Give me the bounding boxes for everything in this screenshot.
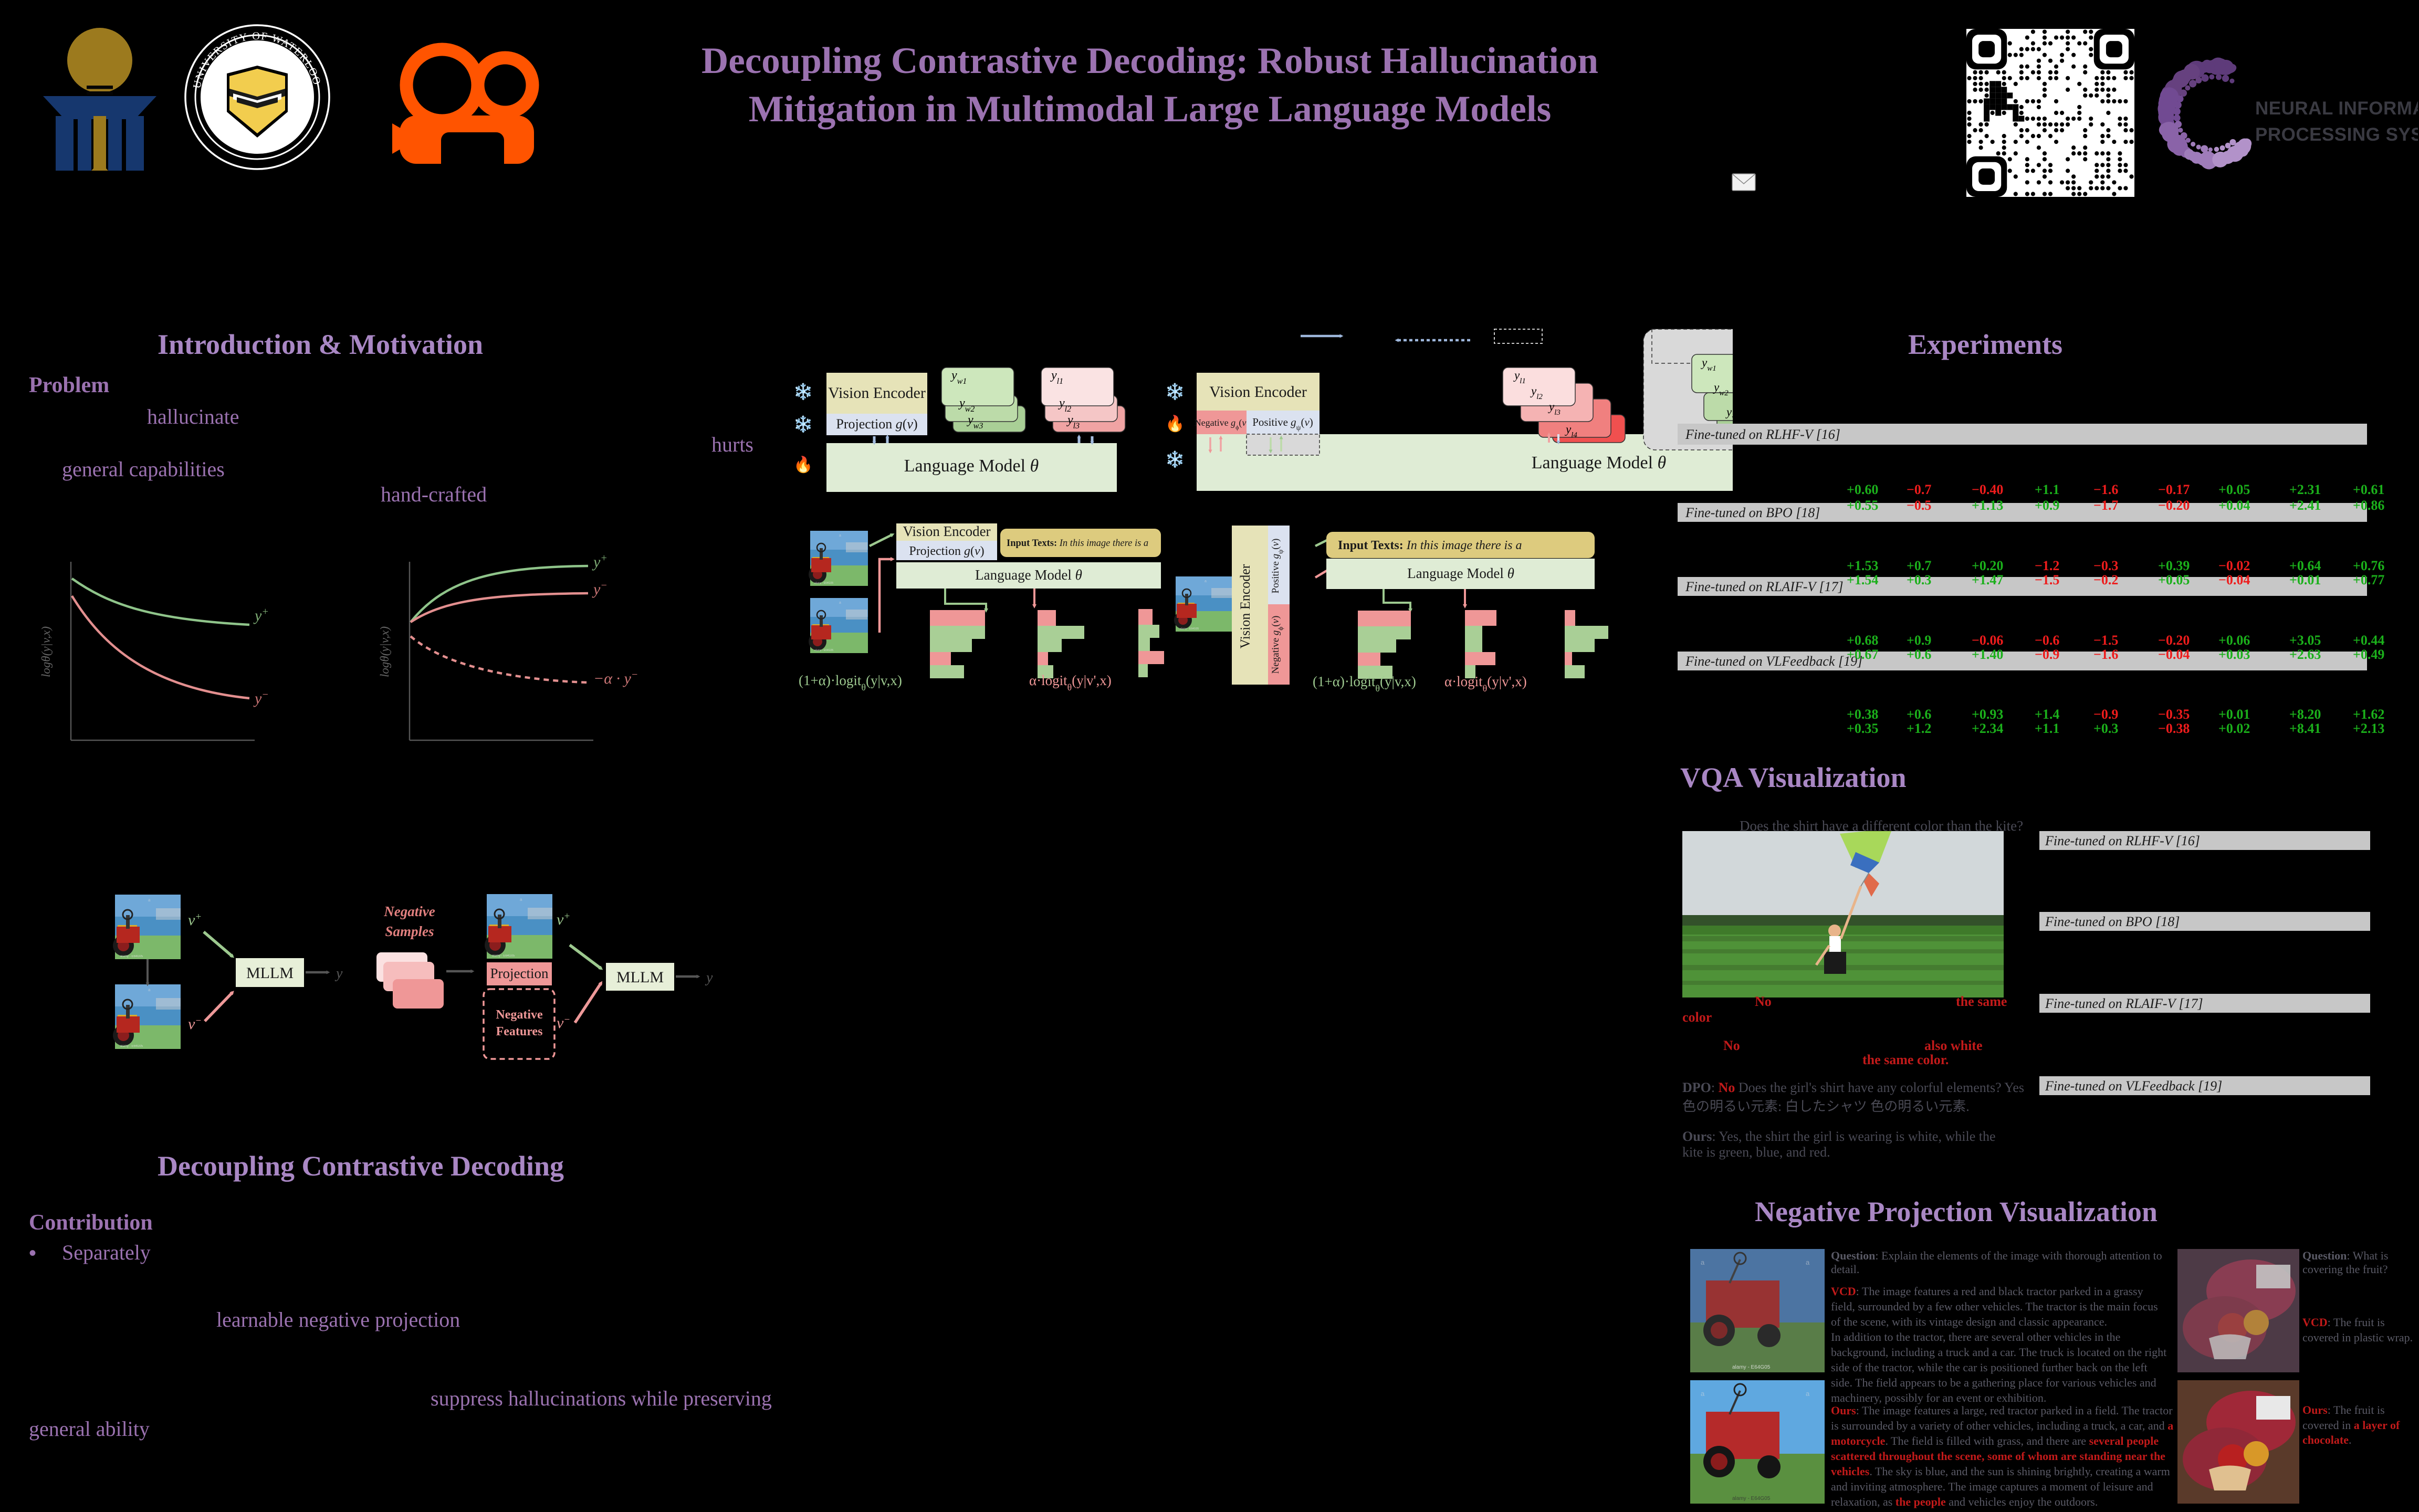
svg-text:v−: v− [188,1015,202,1033]
svg-text:y: y [334,965,343,982]
svg-text:Features: Features [496,1025,543,1038]
svg-text:Negative: Negative [496,1008,543,1022]
svg-text:a: a [1806,1390,1810,1398]
svg-text:Language Model θ: Language Model θ [1407,565,1514,581]
svg-text:v+: v+ [557,911,570,929]
svg-text:a: a [1701,1258,1705,1266]
svg-text:α·logitθ(y|v',x): α·logitθ(y|v',x) [1444,674,1527,694]
svg-text:alamy - E64G05: alamy - E64G05 [1732,1364,1771,1370]
svg-text:Projection: Projection [490,965,549,981]
svg-text:alamy - E64G05: alamy - E64G05 [1732,1496,1771,1502]
svg-text:(1+α)·logitθ(y|v,x): (1+α)·logitθ(y|v,x) [1313,674,1416,694]
svg-text:Input Texts: In this image the: Input Texts: In this image there is a [1338,539,1522,552]
svg-text:MLLM: MLLM [246,964,294,982]
svg-text:Samples: Samples [385,923,434,939]
svg-text:y: y [705,970,713,986]
svg-text:Negative: Negative [383,904,435,919]
svg-text:v+: v+ [188,911,202,929]
svg-text:MLLM: MLLM [616,969,664,986]
svg-text:v−: v− [557,1014,570,1032]
svg-text:a: a [1806,1258,1810,1266]
svg-text:PROCESSING SYSTEMS: PROCESSING SYSTEMS [2255,124,2418,145]
svg-text:a: a [1701,1390,1705,1398]
svg-text:NEURAL INFORMATION: NEURAL INFORMATION [2255,98,2418,119]
